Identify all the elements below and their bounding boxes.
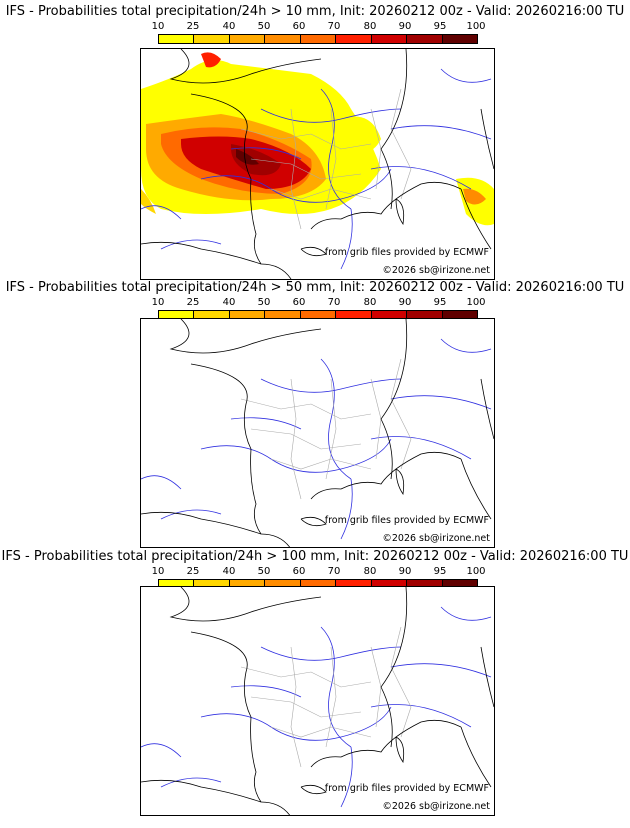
colorbar-segment — [194, 35, 230, 43]
colorbar-segment — [229, 35, 266, 43]
probability-map: from grib files provided by ECMWF ©2026 … — [140, 586, 495, 816]
colorbar-tick: 100 — [466, 566, 486, 577]
colorbar-tick: 60 — [292, 21, 306, 32]
colorbar-tick: 90 — [398, 21, 412, 32]
map-canvas — [141, 319, 494, 547]
colorbar-segment — [371, 580, 408, 588]
colorbar-segment — [371, 311, 408, 319]
colorbar-tick: 50 — [257, 297, 271, 308]
colorbar-tick: 10 — [151, 297, 165, 308]
probability-map: from grib files provided by ECMWF ©2026 … — [140, 318, 495, 548]
panel-title: IFS - Probabilities total precipitation/… — [5, 280, 625, 295]
colorbar-segment — [194, 311, 230, 319]
colorbar-segment — [442, 580, 477, 588]
colorbar-tick: 80 — [363, 21, 377, 32]
colorbar-tick: 95 — [433, 566, 447, 577]
colorbar-tick: 70 — [327, 566, 341, 577]
data-source-credit: from grib files provided by ECMWF — [324, 515, 489, 526]
colorbar-tick: 70 — [327, 21, 341, 32]
colorbar-segment — [159, 580, 195, 588]
colorbar-tick: 70 — [327, 297, 341, 308]
colorbar-tick: 25 — [186, 21, 200, 32]
map-panel-10mm: IFS - Probabilities total precipitation/… — [0, 0, 630, 280]
colorbar-segment — [371, 35, 408, 43]
colorbar-tick: 95 — [433, 297, 447, 308]
colorbar-segment — [265, 35, 301, 43]
copyright-credit: ©2026 sb@irizone.net — [382, 533, 490, 544]
map-canvas — [141, 49, 494, 279]
colorbar-segment — [407, 580, 443, 588]
colorbar-tick: 50 — [257, 21, 271, 32]
copyright-credit: ©2026 sb@irizone.net — [382, 265, 490, 276]
data-source-credit: from grib files provided by ECMWF — [324, 247, 489, 258]
colorbar-labels: 10 25 40 50 60 70 80 90 95 100 — [152, 21, 488, 33]
panel-title: IFS - Probabilities total precipitation/… — [5, 4, 625, 19]
map-panel-100mm: IFS - Probabilities total precipitation/… — [0, 545, 630, 825]
colorbar-tick: 10 — [151, 566, 165, 577]
precipitation-probability-field — [141, 52, 494, 226]
colorbar-tick: 95 — [433, 21, 447, 32]
colorbar-segment — [159, 35, 195, 43]
colorbar-segment — [300, 311, 337, 319]
colorbar-tick: 100 — [466, 297, 486, 308]
colorbar-tick: 40 — [222, 566, 236, 577]
copyright-credit: ©2026 sb@irizone.net — [382, 801, 490, 812]
data-source-credit: from grib files provided by ECMWF — [324, 783, 489, 794]
colorbar-segment — [300, 580, 337, 588]
colorbar-tick: 25 — [186, 297, 200, 308]
colorbar-segment — [336, 311, 372, 319]
colorbar-segment — [265, 580, 301, 588]
colorbar-segment — [336, 35, 372, 43]
colorbar-tick: 10 — [151, 21, 165, 32]
colorbar-segment — [407, 35, 443, 43]
colorbar-tick: 25 — [186, 566, 200, 577]
colorbar-segment — [442, 311, 477, 319]
colorbar — [158, 34, 478, 44]
probability-map: from grib files provided by ECMWF ©2026 … — [140, 48, 495, 280]
colorbar-segment — [159, 311, 195, 319]
colorbar-tick: 40 — [222, 297, 236, 308]
colorbar-tick: 80 — [363, 566, 377, 577]
map-canvas — [141, 587, 494, 815]
colorbar-labels: 10 25 40 50 60 70 80 90 95 100 — [152, 297, 488, 309]
colorbar-segment — [265, 311, 301, 319]
colorbar-tick: 90 — [398, 566, 412, 577]
colorbar-segment — [336, 580, 372, 588]
colorbar-tick: 50 — [257, 566, 271, 577]
colorbar-segment — [229, 580, 266, 588]
colorbar-tick: 100 — [466, 21, 486, 32]
colorbar-tick: 90 — [398, 297, 412, 308]
colorbar-segment — [442, 35, 477, 43]
colorbar-segment — [229, 311, 266, 319]
colorbar-tick: 40 — [222, 21, 236, 32]
colorbar-segment — [300, 35, 337, 43]
colorbar-tick: 80 — [363, 297, 377, 308]
colorbar-segment — [407, 311, 443, 319]
panel-title: IFS - Probabilities total precipitation/… — [1, 549, 629, 564]
colorbar-labels: 10 25 40 50 60 70 80 90 95 100 — [152, 566, 488, 578]
colorbar-segment — [194, 580, 230, 588]
colorbar-tick: 60 — [292, 297, 306, 308]
map-panel-50mm: IFS - Probabilities total precipitation/… — [0, 276, 630, 548]
colorbar-tick: 60 — [292, 566, 306, 577]
